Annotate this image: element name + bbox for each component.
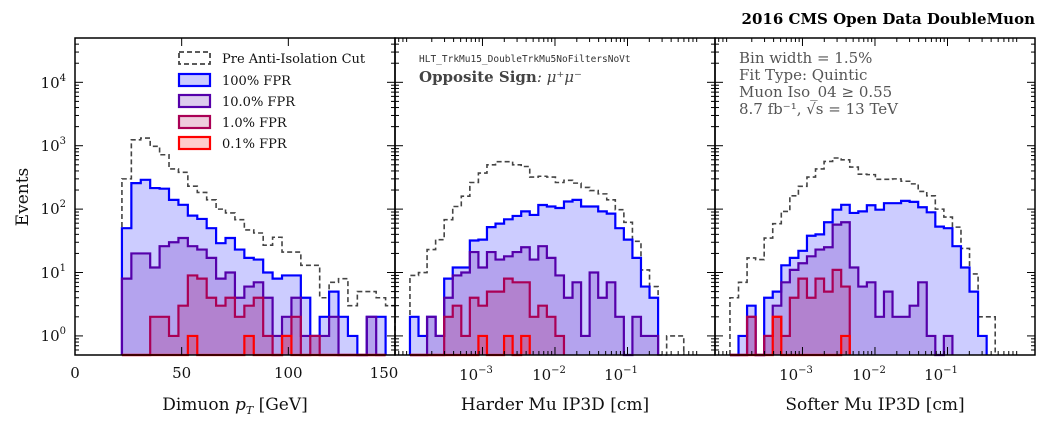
legend-swatch bbox=[178, 51, 211, 65]
legend-swatch bbox=[177, 135, 212, 151]
series-100-fpr bbox=[408, 198, 660, 355]
annotation-line: 8.7 fb⁻¹, √s = 13 TeV bbox=[739, 100, 899, 118]
annotation-line: Bin width = 1.5% bbox=[739, 49, 872, 67]
histogram-fill bbox=[409, 335, 530, 355]
histogram-step-line bbox=[120, 178, 387, 357]
x-axis-label-panel1: Dimuon pT [GeV] bbox=[162, 395, 308, 417]
histogram-step-line bbox=[409, 160, 685, 356]
y-tick-label: 103 bbox=[41, 136, 66, 155]
x-tick-label: 50 bbox=[172, 364, 191, 382]
legend-label: 0.1% FPR bbox=[222, 137, 288, 152]
series-pre-anti-isolation-cut bbox=[409, 160, 685, 356]
x-axis-label-panel2: Harder Mu IP3D [cm] bbox=[461, 395, 649, 415]
series-10-0-fpr bbox=[409, 245, 660, 357]
y-tick-label: 104 bbox=[41, 73, 66, 92]
x-tick-label: 10−1 bbox=[604, 365, 638, 384]
x-tick-label: 10−2 bbox=[852, 365, 886, 384]
y-axis-label: Events bbox=[13, 168, 33, 227]
x-tick-label: 150 bbox=[370, 364, 399, 382]
histogram-panel-1 bbox=[120, 137, 396, 357]
histogram-step-line bbox=[409, 277, 566, 357]
x-tick-label: 0 bbox=[70, 364, 80, 382]
y-tick-label: 100 bbox=[41, 326, 66, 345]
legend-swatch bbox=[177, 114, 212, 130]
legend-label: 100% FPR bbox=[222, 74, 292, 89]
plot-area bbox=[120, 137, 997, 357]
y-tick-label: 102 bbox=[41, 199, 66, 218]
histogram-step-line bbox=[120, 236, 386, 357]
legend: Pre Anti-Isolation Cut 100% FPR 10.0% FP… bbox=[177, 51, 366, 152]
histogram-panel-3 bbox=[729, 157, 997, 357]
legend-item: 10.0% FPR bbox=[177, 93, 296, 110]
histogram-step-line bbox=[729, 199, 988, 357]
annotation-line: Fit Type: Quintic bbox=[739, 66, 867, 84]
x-tick-label: 100 bbox=[274, 364, 303, 382]
trigger-annotation: HLT_TrkMu15_DoubleTrkMu5NoFiltersNoVt bbox=[419, 54, 631, 65]
histogram-step-line bbox=[408, 198, 660, 355]
x-tick-labels-panel1: 0 50 100 150 bbox=[70, 364, 398, 382]
x-tick-label: 10−2 bbox=[532, 365, 566, 384]
series-pre-anti-isolation-cut bbox=[121, 137, 396, 355]
legend-item: Pre Anti-Isolation Cut bbox=[178, 51, 366, 67]
info-annotation: Bin width = 1.5% Fit Type: Quintic Muon … bbox=[739, 49, 899, 118]
x-tick-label: 10−3 bbox=[459, 365, 493, 384]
legend-item: 0.1% FPR bbox=[177, 135, 288, 152]
annotation-line: Muon Iso_04 ≥ 0.55 bbox=[739, 83, 892, 101]
histogram-panel-2 bbox=[408, 160, 685, 357]
series-1-0-fpr bbox=[729, 268, 851, 357]
series-100-fpr bbox=[120, 178, 387, 357]
histogram-fill bbox=[729, 222, 953, 355]
x-tick-label: 10−1 bbox=[924, 365, 958, 384]
histogram-step-line bbox=[409, 245, 660, 357]
legend-label: 10.0% FPR bbox=[222, 95, 296, 110]
x-tick-label: 10−3 bbox=[779, 365, 813, 384]
histogram-fill bbox=[121, 238, 386, 355]
figure-title: 2016 CMS Open Data DoubleMuon bbox=[742, 10, 1036, 28]
histogram-step-line bbox=[121, 137, 396, 355]
y-tick-label: 101 bbox=[41, 263, 66, 282]
legend-label: Pre Anti-Isolation Cut bbox=[222, 52, 366, 67]
y-tick-labels: 100 101 102 103 104 bbox=[41, 73, 66, 345]
legend-item: 1.0% FPR bbox=[177, 114, 288, 131]
histogram-fill bbox=[409, 199, 659, 355]
x-tick-labels-panel3: 10−3 10−2 10−1 bbox=[779, 365, 958, 384]
x-tick-labels-panel2: 10−3 10−2 10−1 bbox=[459, 365, 638, 384]
histogram-step-line bbox=[121, 274, 386, 357]
legend-label: 1.0% FPR bbox=[222, 116, 288, 131]
series-pre-anti-isolation-cut bbox=[729, 157, 997, 355]
panel-frames bbox=[74, 37, 1036, 356]
histogram-step-line bbox=[729, 268, 851, 357]
sign-annotation: Opposite Sign: μ⁺μ⁻ bbox=[419, 68, 582, 86]
legend-item: 100% FPR bbox=[177, 72, 292, 89]
x-axis-label-panel3: Softer Mu IP3D [cm] bbox=[785, 395, 964, 415]
legend-swatch bbox=[177, 93, 212, 109]
legend-swatch bbox=[177, 72, 212, 88]
histogram-fill bbox=[121, 179, 386, 355]
series-10-0-fpr bbox=[120, 236, 386, 357]
histogram-step-line bbox=[729, 157, 997, 355]
